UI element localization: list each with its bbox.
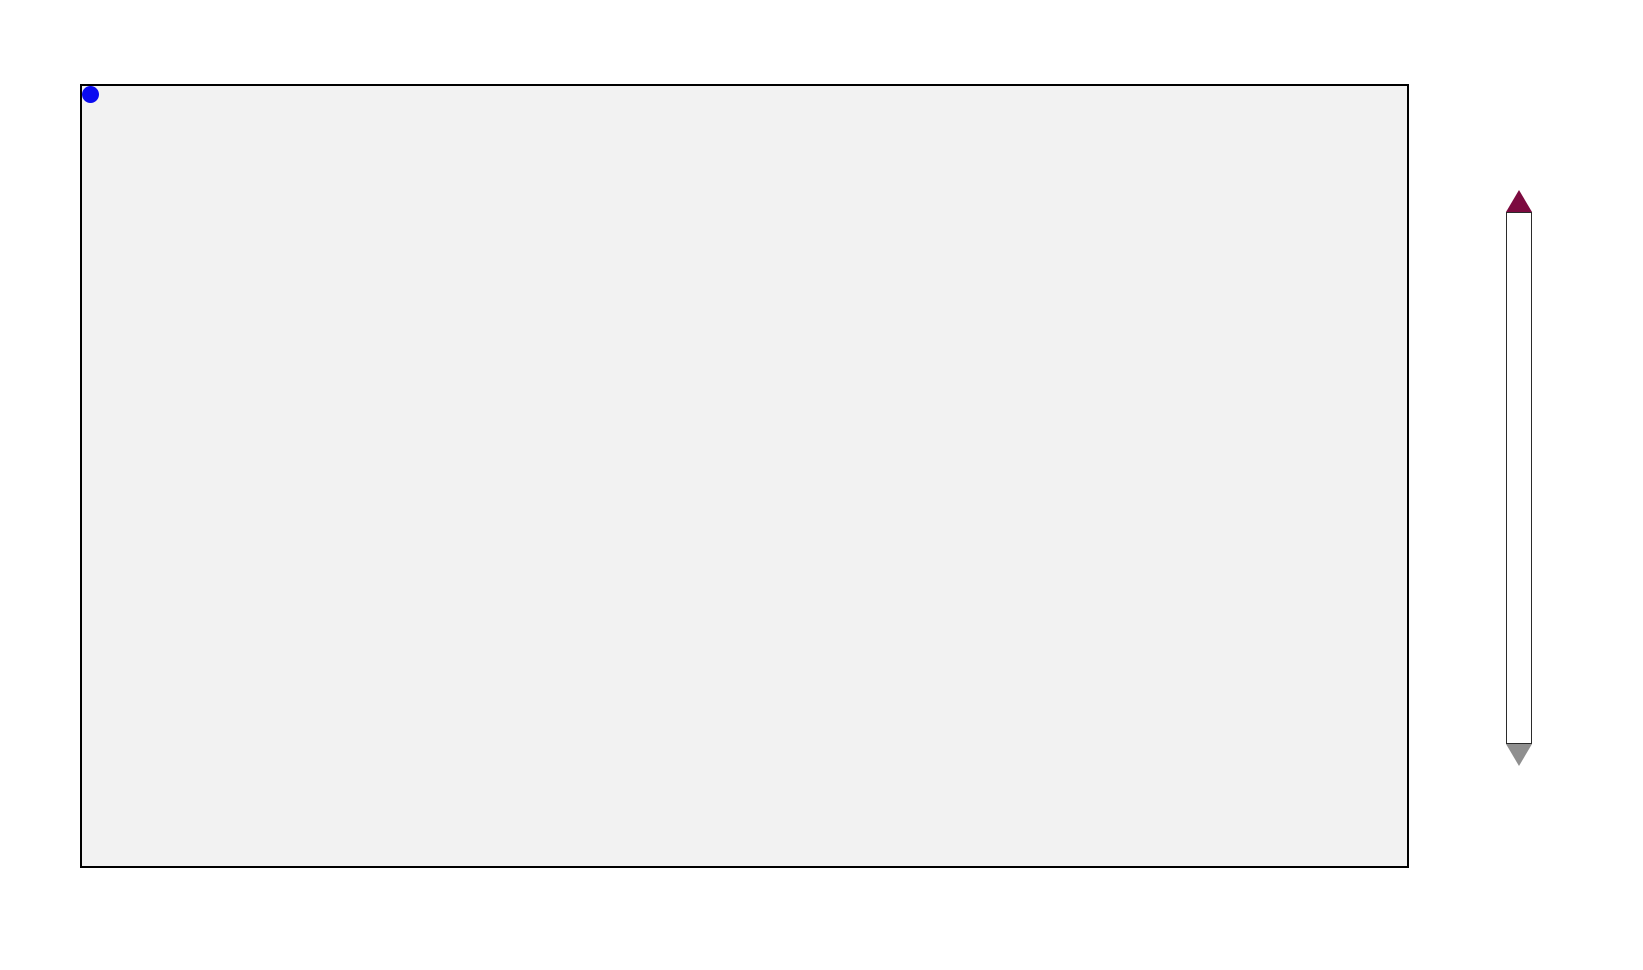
colorbar-extend-min-arrow (1506, 744, 1532, 766)
colorbar-extend-max-arrow (1506, 190, 1532, 212)
vorticity-colorbar[interactable] (1506, 190, 1532, 766)
vorticity-wind-map-canvas[interactable] (82, 86, 1407, 866)
map-plot-area[interactable] (80, 84, 1409, 868)
colorbar-gradient (1506, 212, 1532, 744)
boulder-city-marker (82, 86, 99, 103)
